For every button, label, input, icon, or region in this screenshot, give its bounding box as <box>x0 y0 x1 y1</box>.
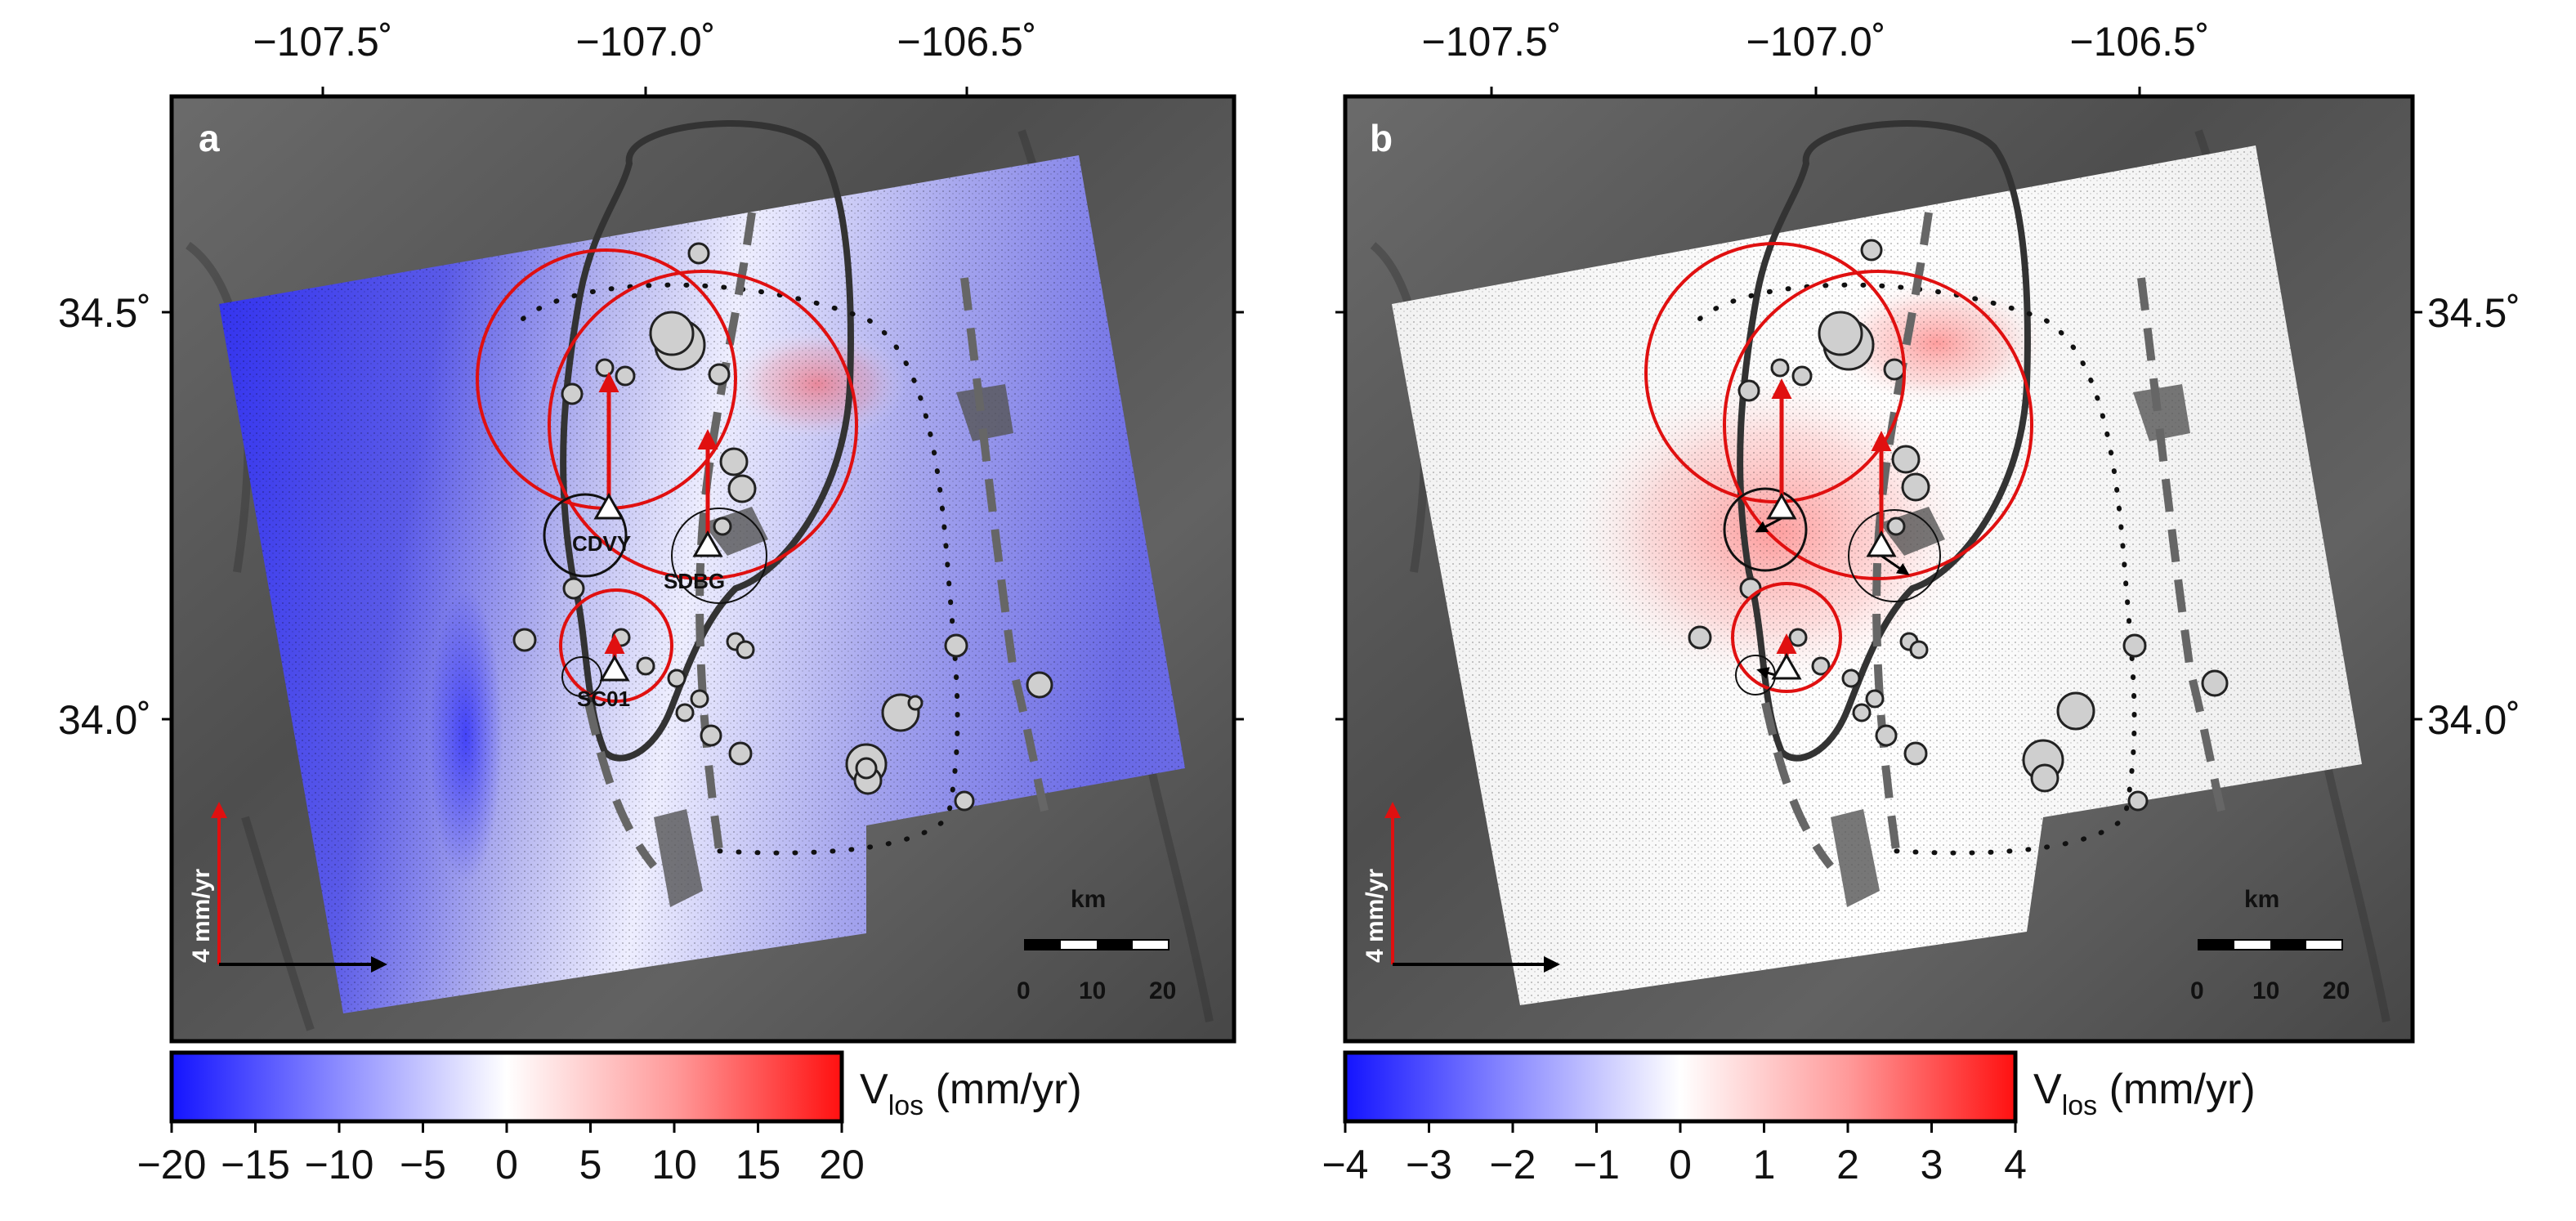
gps-stations <box>593 492 723 682</box>
colorbar-tick-label: 4 <box>2004 1142 2027 1187</box>
lat-tick-a-1: 34.0˚ <box>58 697 151 743</box>
lon-tick-b-0: −107.5˚ <box>1422 19 1562 65</box>
map-frame <box>1343 94 2415 1044</box>
station-label-sdbg: SDBG <box>664 569 725 593</box>
colorbar-tick-label: −10 <box>305 1142 374 1187</box>
colorbar-tick-label: 1 <box>1753 1142 1776 1187</box>
lowland-patches <box>654 384 1013 907</box>
lat-tick-a-0: 34.5˚ <box>58 290 151 336</box>
colorbar-b: Vlos (mm/yr) −4 −3 −2 −1 0 1 2 3 4 <box>1322 1050 2256 1187</box>
station-label-cdvy: CDVY <box>572 531 631 556</box>
lon-tick-a-1: −107.0˚ <box>576 19 716 65</box>
scale-bar: km 0 10 20 <box>1017 886 1176 1004</box>
colorbar-tick-label: 20 <box>819 1142 865 1187</box>
axis-ticks <box>1335 87 2422 721</box>
panel-label-a: a <box>199 117 220 159</box>
station-label-sc01: SC01 <box>577 687 630 711</box>
reference-vector-label: 4 mm/yr <box>1362 869 1389 963</box>
colorbar-tick-label: −2 <box>1489 1142 1536 1187</box>
colorbar-tick-label: 10 <box>651 1142 697 1187</box>
colorbar-a: Vlos (mm/yr) −20 −15 −10 −5 0 5 10 15 20 <box>137 1050 1082 1187</box>
colorbar-tick-label: −15 <box>221 1142 290 1187</box>
colorbar-tick-label: −3 <box>1406 1142 1452 1187</box>
panel-label-b: b <box>1370 117 1393 159</box>
lon-tick-a-0: −107.5˚ <box>253 19 393 65</box>
colorbar-tick-label: 0 <box>495 1142 518 1187</box>
colorbar-tick-label: −5 <box>400 1142 446 1187</box>
panel-a: CDVY SDBG SC01 4 mm/yr km 0 10 20 a −107… <box>58 19 1244 1187</box>
colorbar-tick-label: −1 <box>1573 1142 1620 1187</box>
scale-bar: km 0 10 20 <box>2190 886 2350 1004</box>
dotted-boundary <box>521 282 960 856</box>
scale-bar-unit: km <box>1071 886 1106 913</box>
colorbar-tick-label: 5 <box>579 1142 602 1187</box>
panel-b: 4 mm/yr km 0 10 20 b −107.5˚ −107.0˚ −10… <box>1322 19 2520 1187</box>
colorbar-tick-label: 2 <box>1836 1142 1859 1187</box>
reference-vector-label: 4 mm/yr <box>188 869 215 963</box>
colorbar-a-label: Vlos (mm/yr) <box>860 1066 1082 1121</box>
colorbar-tick-label: 3 <box>1921 1142 1943 1187</box>
earthquake-epicenters <box>512 242 1053 812</box>
colorbar-tick-label: 0 <box>1669 1142 1692 1187</box>
scale-bar-label-20: 20 <box>1149 977 1176 1004</box>
colorbar-tick-label: −4 <box>1322 1142 1368 1187</box>
dotted-boundary <box>1697 282 2137 856</box>
lon-tick-a-2: −106.5˚ <box>897 19 1037 65</box>
gps-stations <box>1766 492 1897 680</box>
scale-bar-unit: km <box>2244 886 2279 913</box>
scale-bar-label-0: 0 <box>1017 977 1031 1004</box>
axis-ticks <box>162 87 1244 721</box>
scale-bar-label-10: 10 <box>2252 977 2279 1004</box>
colorbar-tick-label: 15 <box>736 1142 781 1187</box>
lat-tick-b-1: 34.0˚ <box>2427 697 2520 743</box>
scale-bar-label-0: 0 <box>2190 977 2204 1004</box>
scale-bar-label-20: 20 <box>2323 977 2350 1004</box>
colorbar-b-label: Vlos (mm/yr) <box>2033 1066 2256 1121</box>
lon-tick-b-2: −106.5˚ <box>2070 19 2210 65</box>
map-frame <box>169 94 1237 1044</box>
colorbar-b-ticks: −4 −3 −2 −1 0 1 2 3 4 <box>1322 1121 2027 1187</box>
colorbar-tick-label: −20 <box>137 1142 207 1187</box>
lat-tick-b-0: 34.5˚ <box>2427 290 2520 336</box>
colorbar-a-ticks: −20 −15 −10 −5 0 5 10 15 20 <box>137 1121 865 1187</box>
lon-tick-b-1: −107.0˚ <box>1746 19 1886 65</box>
scale-bar-label-10: 10 <box>1079 977 1106 1004</box>
